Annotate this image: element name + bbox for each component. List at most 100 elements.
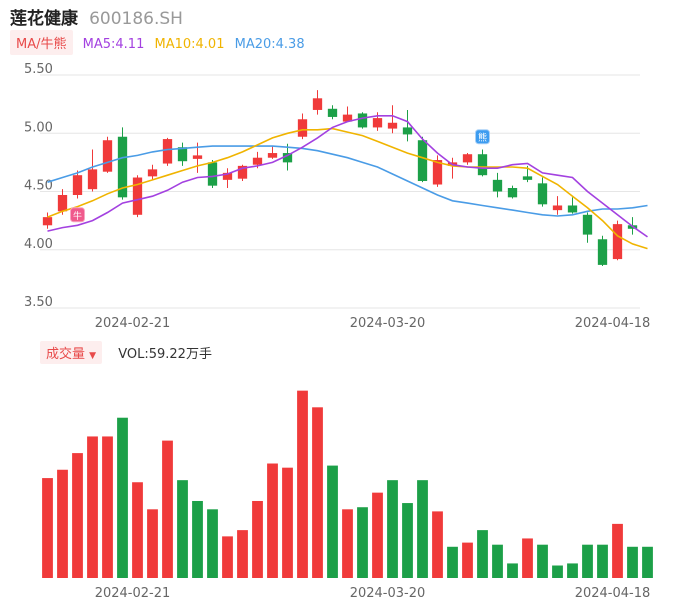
candlestick-chart[interactable]: 5.50 5.00 4.50 4.00 3.50 2024-02-21 2024-03-20…	[0, 0, 686, 335]
volume-bar	[192, 500, 203, 578]
volume-bar	[87, 436, 98, 578]
ma20-legend: MA20:4.38	[234, 37, 305, 52]
volume-bar	[507, 563, 518, 578]
candle-body	[42, 217, 53, 226]
volume-bar	[342, 509, 353, 578]
candle-body	[432, 160, 443, 185]
candle-body	[492, 179, 503, 192]
volume-bar	[567, 563, 578, 578]
ma5-legend: MA5:4.11	[82, 37, 145, 52]
candle-body	[192, 155, 203, 159]
candle-body	[297, 119, 308, 137]
volume-legend: 成交量 ▼ VOL:59.22万手	[40, 341, 212, 364]
price-tick-label: 5.50	[24, 62, 53, 77]
volume-bar	[372, 492, 383, 578]
candle-body	[462, 154, 473, 163]
candle-body	[147, 169, 158, 177]
candle-body	[552, 205, 563, 211]
volume-bar	[402, 503, 413, 578]
bear-marker-text: 熊	[478, 132, 487, 144]
volume-bar	[357, 507, 368, 578]
volume-bar	[267, 463, 278, 578]
volume-bar	[57, 469, 68, 578]
volume-value: VOL:59.22万手	[118, 347, 212, 362]
candle-body	[582, 214, 593, 235]
candle-body	[312, 98, 323, 110]
volume-bar	[522, 538, 533, 578]
ma-mode-selector[interactable]: MA/牛熊	[10, 30, 73, 55]
candle-body	[282, 153, 293, 163]
candle-body	[117, 136, 128, 198]
volume-bar	[597, 544, 608, 578]
ma5-line	[47, 115, 648, 238]
candle-body	[327, 108, 338, 117]
volume-bar	[612, 523, 623, 578]
volume-mode-selector[interactable]: 成交量 ▼	[40, 341, 103, 364]
volume-bar	[627, 546, 638, 578]
candle-body	[207, 162, 218, 186]
volume-bar	[117, 417, 128, 578]
date-tick-label: 2024-03-20	[350, 316, 426, 331]
volume-chart[interactable]: 2024-02-21 2024-03-20 2024-04-18	[0, 366, 686, 606]
candle-body	[162, 139, 173, 164]
price-tick-label: 5.00	[24, 120, 53, 135]
date-tick-label: 2024-02-21	[95, 316, 171, 331]
volume-bar	[552, 565, 563, 578]
candle-body	[597, 239, 608, 265]
volume-bar	[282, 467, 293, 578]
candle-body	[267, 153, 278, 158]
stock-header: 莲花健康 600186.SH	[10, 4, 183, 30]
candle-body	[567, 205, 578, 213]
volume-bar	[417, 480, 428, 578]
volume-bar	[222, 536, 233, 578]
candle-body	[102, 140, 113, 172]
volume-bar	[387, 480, 398, 578]
volume-mode-label: 成交量	[46, 347, 86, 362]
ma20-line	[47, 145, 648, 217]
candle-body	[87, 169, 98, 190]
candle-body	[507, 188, 518, 198]
bull-marker: 牛	[70, 207, 85, 223]
candle-body	[237, 165, 248, 179]
volume-bar	[327, 465, 338, 578]
candle-body	[402, 127, 413, 135]
candle-body	[177, 147, 188, 162]
ma-legend: MA/牛熊 MA5:4.11 MA10:4.01 MA20:4.38	[10, 30, 305, 55]
volume-date-tick-label: 2024-04-18	[575, 586, 651, 601]
price-tick-label: 4.50	[24, 179, 53, 194]
volume-bar	[462, 542, 473, 578]
volume-bar	[132, 482, 143, 578]
date-tick-label: 2024-04-18	[575, 316, 651, 331]
candle-body	[417, 140, 428, 182]
volume-bar	[102, 436, 113, 578]
volume-date-tick-label: 2024-02-21	[95, 586, 171, 601]
volume-bar	[252, 500, 263, 578]
volume-bar	[537, 544, 548, 578]
candle-body	[222, 172, 233, 180]
volume-bar	[72, 453, 83, 578]
candle-body	[342, 114, 353, 122]
candle-body	[372, 118, 383, 128]
price-tick-label: 3.50	[24, 295, 53, 310]
volume-bar	[432, 511, 443, 578]
volume-bar	[297, 390, 308, 578]
stock-code: 600186.SH	[89, 9, 183, 29]
volume-bar	[147, 509, 158, 578]
candle-body	[387, 122, 398, 129]
volume-bar	[312, 407, 323, 578]
candle-body	[132, 177, 143, 215]
bear-marker: 熊	[475, 129, 490, 145]
volume-bar	[237, 530, 248, 578]
candle-body	[477, 154, 488, 176]
price-tick-label: 4.00	[24, 237, 53, 252]
candle-body	[612, 224, 623, 260]
candle-body	[57, 194, 68, 212]
volume-bar	[162, 440, 173, 578]
stock-name: 莲花健康	[10, 9, 78, 29]
volume-bar	[477, 530, 488, 578]
dropdown-arrow-icon: ▼	[89, 351, 97, 361]
volume-bar	[642, 546, 653, 578]
candle-body	[537, 183, 548, 205]
bear-marker-shape	[475, 129, 490, 145]
candle-body	[357, 113, 368, 128]
